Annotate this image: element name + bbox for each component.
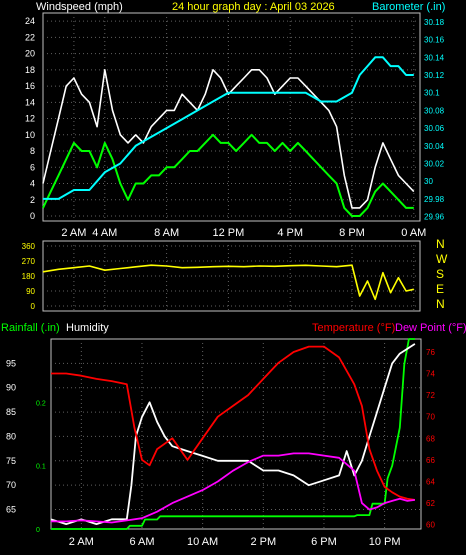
direction-y-tick-label: 180 xyxy=(22,272,36,281)
temp-panel-series xyxy=(51,345,416,501)
temp-y-tick-label: 64 xyxy=(426,478,435,487)
wind-plot xyxy=(42,56,415,217)
wind-panel-frame xyxy=(42,12,421,222)
dew-axis-title: Dew Point (°F) xyxy=(395,322,466,334)
temp-x-tick-label: 10 PM xyxy=(369,536,401,548)
baro-y-tick-label: 30.08 xyxy=(424,106,445,115)
temp-panel-series xyxy=(50,343,416,525)
temp-y-tick-label: 68 xyxy=(426,434,435,443)
wind-x-tick-label: 0 AM xyxy=(401,227,426,239)
wind-y-tick-label: 24 xyxy=(25,16,35,26)
wind-axis-title: Windspeed (mph) xyxy=(36,1,123,13)
wind-y-tick-label: 20 xyxy=(25,49,35,59)
wind-y-tick-label: 0 xyxy=(30,211,35,221)
temp-y-tick-label: 62 xyxy=(426,499,435,508)
direction-series xyxy=(42,264,414,301)
temp-y-tick-label: 76 xyxy=(426,348,435,357)
temp-x-tick-label: 6 PM xyxy=(311,536,337,548)
compass-label: S xyxy=(436,267,444,281)
compass-label: E xyxy=(436,282,444,296)
direction-grid xyxy=(43,241,420,311)
baro-y-tick-label: 30.06 xyxy=(424,124,445,133)
temp-x-tick-label: 10 AM xyxy=(187,536,218,548)
baro-y-tick-label: 30.04 xyxy=(424,142,445,151)
wind-series-baro xyxy=(43,56,414,200)
humidity-y-tick-label: 75 xyxy=(6,456,16,466)
temp-y-tick-label: 60 xyxy=(426,521,435,530)
temp-grid xyxy=(51,339,421,529)
humidity-y-tick-label: 85 xyxy=(6,407,16,417)
wind-x-tick-label: 2 AM xyxy=(61,227,86,239)
direction-y-tick-label: 0 xyxy=(31,302,36,311)
rain-y-tick-label: 0.1 xyxy=(36,464,46,471)
wind-x-tick-label: 4 PM xyxy=(277,227,303,239)
temp-plot xyxy=(50,338,416,530)
compass-label: N xyxy=(436,237,445,251)
baro-y-tick-label: 30.02 xyxy=(424,159,445,168)
baro-y-tick-label: 30.16 xyxy=(424,36,445,45)
wind-axes: 2 AM 4 AM 8 AM 12 PM 4 PM 8 PM 0 AM02468101214… xyxy=(25,16,445,239)
baro-y-tick-label: 30.1 xyxy=(424,89,440,98)
temp-panel-frame xyxy=(50,338,422,530)
wind-y-tick-label: 10 xyxy=(25,130,35,140)
humidity-axis-title: Humidity xyxy=(66,322,109,334)
temp-y-tick-label: 72 xyxy=(426,391,435,400)
humidity-y-tick-label: 95 xyxy=(6,358,16,368)
humidity-y-tick-label: 80 xyxy=(6,431,16,441)
temp-x-tick-label: 2 PM xyxy=(250,536,276,548)
temp-panel-series xyxy=(51,338,415,530)
temp-x-tick-label: 6 AM xyxy=(129,536,154,548)
wind-y-tick-label: 6 xyxy=(30,162,35,172)
wind-series-avg xyxy=(42,133,414,217)
wind-x-tick-label: 4 AM xyxy=(92,227,117,239)
temp-y-tick-label: 74 xyxy=(426,370,435,379)
wind-series-gust xyxy=(42,69,415,209)
humidity-y-tick-label: 90 xyxy=(6,383,16,393)
wind-y-tick-label: 14 xyxy=(25,97,35,107)
baro-axis-title: Barometer (.in) xyxy=(372,1,445,13)
wind-y-tick-label: 8 xyxy=(30,146,35,156)
rain-y-tick-label: 0 xyxy=(36,527,40,534)
compass-label: N xyxy=(436,297,445,311)
direction-y-tick-label: 270 xyxy=(22,257,36,266)
temp-y-tick-label: 66 xyxy=(426,456,435,465)
wind-x-tick-label: 8 AM xyxy=(154,227,179,239)
wind-y-tick-label: 16 xyxy=(25,81,35,91)
chart-title: 24 hour graph day : April 03 2026 xyxy=(172,1,335,13)
compass-label: W xyxy=(436,252,448,266)
wind-y-tick-label: 12 xyxy=(25,114,35,124)
humidity-y-tick-label: 65 xyxy=(6,505,16,515)
wind-grid xyxy=(43,13,420,221)
direction-y-tick-label: 360 xyxy=(22,242,36,251)
temp-axis-title: Temperature (°F) xyxy=(312,322,395,334)
temp-panel-series xyxy=(51,452,416,524)
direction-plot xyxy=(42,264,414,301)
temp-y-tick-label: 70 xyxy=(426,413,435,422)
baro-y-tick-label: 29.96 xyxy=(424,213,445,222)
direction-axes: 0 90 180 270 360 xyxy=(22,242,36,311)
humidity-y-tick-label: 70 xyxy=(6,480,16,490)
wind-y-tick-label: 18 xyxy=(25,65,35,75)
temp-x-tick-label: 2 AM xyxy=(69,536,94,548)
rain-axis-title: Rainfall (.in) xyxy=(1,322,60,334)
wind-x-tick-label: 8 PM xyxy=(339,227,365,239)
wind-y-tick-label: 4 xyxy=(30,179,35,189)
wind-x-tick-label: 12 PM xyxy=(213,227,245,239)
wind-y-tick-label: 2 xyxy=(30,195,35,205)
baro-y-tick-label: 30.14 xyxy=(424,53,445,62)
rain-y-tick-label: 0.2 xyxy=(36,400,46,407)
wind-y-tick-label: 22 xyxy=(25,32,35,42)
baro-y-tick-label: 30.18 xyxy=(424,18,445,27)
direction-y-tick-label: 90 xyxy=(26,287,35,296)
temp-axes: 2 AM 6 AM 10 AM 2 PM 6 PM 10 PM 65 70 75 80 85 90 95… xyxy=(6,348,435,548)
baro-y-tick-label: 29.98 xyxy=(424,195,445,204)
baro-y-tick-label: 30 xyxy=(424,177,433,186)
baro-y-tick-label: 30.12 xyxy=(424,71,445,80)
